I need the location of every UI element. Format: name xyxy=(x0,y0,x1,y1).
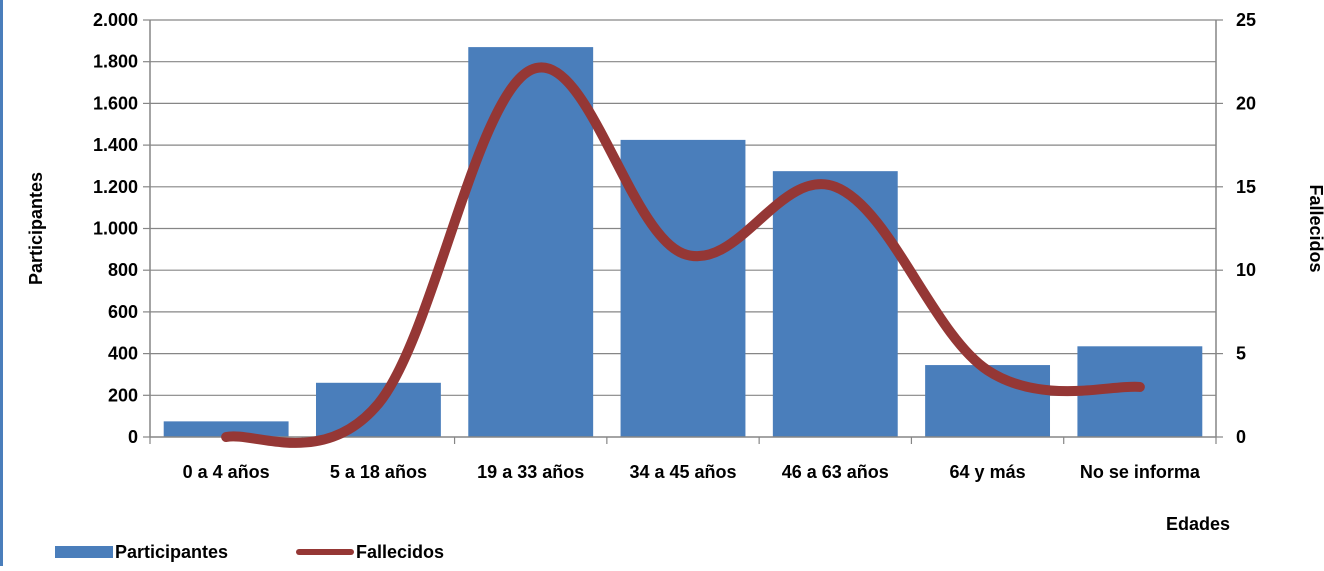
y-axis-title: Participantes xyxy=(26,172,46,285)
x-tick-label: 19 a 33 años xyxy=(477,462,584,482)
y-tick-label: 400 xyxy=(108,344,138,364)
bar xyxy=(468,47,593,437)
x-tick-label: 64 y más xyxy=(950,462,1026,482)
y-tick-label: 1.800 xyxy=(93,52,138,72)
legend-label-fallecidos: Fallecidos xyxy=(356,542,444,563)
bar xyxy=(621,140,746,437)
y2-tick-label: 15 xyxy=(1236,177,1256,197)
y-tick-label: 1.600 xyxy=(93,93,138,113)
y-tick-label: 1.200 xyxy=(93,177,138,197)
x-tick-label: No se informa xyxy=(1080,462,1201,482)
legend-item-participantes: Participantes xyxy=(55,540,228,564)
y-tick-label: 600 xyxy=(108,302,138,322)
y2-tick-label: 20 xyxy=(1236,93,1256,113)
legend-line-swatch xyxy=(296,549,354,555)
x-tick-label: 46 a 63 años xyxy=(782,462,889,482)
y-tick-label: 2.000 xyxy=(93,10,138,30)
y-tick-label: 800 xyxy=(108,260,138,280)
y2-tick-label: 10 xyxy=(1236,260,1256,280)
y2-axis-title: Fallecidos xyxy=(1306,184,1324,272)
y-tick-label: 1.400 xyxy=(93,135,138,155)
legend-item-fallecidos: Fallecidos xyxy=(296,540,444,564)
y-tick-label: 1.000 xyxy=(93,219,138,239)
legend-label-participantes: Participantes xyxy=(115,542,228,563)
y-tick-label: 200 xyxy=(108,385,138,405)
x-axis-title: Edades xyxy=(1166,514,1230,534)
bar xyxy=(773,171,898,437)
x-tick-label: 34 a 45 años xyxy=(629,462,736,482)
frame-edge xyxy=(0,0,3,566)
y2-tick-label: 25 xyxy=(1236,10,1256,30)
y2-tick-label: 5 xyxy=(1236,344,1246,364)
y-tick-label: 0 xyxy=(128,427,138,447)
y2-tick-label: 0 xyxy=(1236,427,1246,447)
legend-bar-swatch xyxy=(55,546,113,558)
x-tick-label: 0 a 4 años xyxy=(183,462,270,482)
x-tick-label: 5 a 18 años xyxy=(330,462,427,482)
